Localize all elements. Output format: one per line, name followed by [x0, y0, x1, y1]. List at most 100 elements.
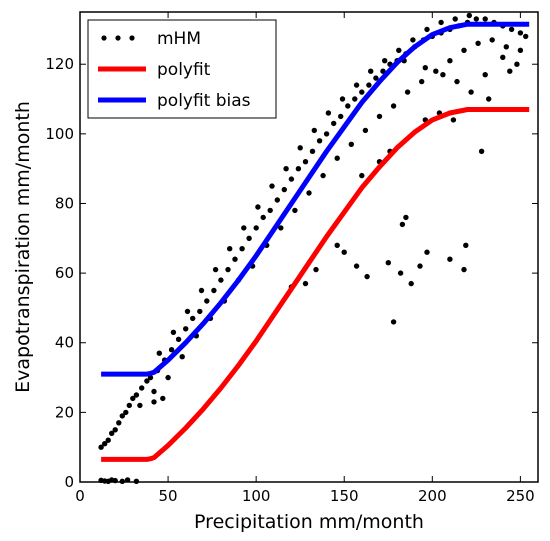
data-point [366, 82, 372, 88]
data-point [419, 78, 425, 85]
data-point [306, 190, 312, 196]
data-point [390, 319, 397, 325]
data-point [408, 280, 414, 287]
data-point [139, 385, 145, 391]
data-point [341, 249, 347, 255]
data-point [339, 96, 346, 102]
data-point [397, 270, 404, 276]
data-point [184, 308, 191, 315]
data-point [295, 166, 302, 172]
data-point [334, 155, 340, 161]
data-point [368, 68, 374, 74]
data-point [331, 120, 337, 127]
legend-item-polyfit: polyfit [98, 60, 211, 80]
data-point [323, 131, 330, 137]
data-point [179, 354, 185, 360]
x-tick-label: 200 [418, 487, 447, 505]
legend-item-polyfit-bias: polyfit bias [98, 91, 251, 111]
data-point [380, 68, 386, 74]
data-point [274, 197, 280, 203]
data-point [364, 273, 370, 280]
data-point [422, 65, 428, 71]
data-point [241, 225, 247, 231]
data-point [124, 477, 131, 483]
data-point [338, 113, 344, 120]
data-point [283, 166, 289, 172]
data-point [302, 280, 309, 287]
data-point [232, 256, 238, 262]
data-point [151, 388, 157, 395]
data-point [438, 19, 444, 26]
data-point [507, 68, 513, 74]
data-point [156, 350, 162, 356]
data-point [424, 249, 430, 255]
legend-marker-mhm [115, 35, 121, 41]
data-point [170, 329, 177, 335]
data-point [302, 159, 309, 165]
data-point [325, 110, 332, 116]
data-point [292, 207, 298, 214]
data-point [353, 82, 360, 88]
data-point [503, 44, 509, 50]
data-point [517, 30, 524, 36]
y-tick-label: 40 [55, 334, 74, 352]
data-point [385, 260, 391, 266]
y-tick-label: 80 [55, 194, 74, 212]
data-point [281, 186, 287, 193]
data-point [447, 256, 453, 262]
data-point [424, 26, 430, 33]
data-point [404, 89, 411, 95]
data-point [334, 242, 340, 248]
data-point [468, 89, 474, 95]
y-axis: 0 20 40 60 80 100 120 [45, 55, 538, 491]
x-tick-label: 150 [330, 487, 359, 505]
data-point [466, 12, 472, 19]
y-tick-label: 20 [55, 403, 74, 421]
data-point [447, 58, 453, 64]
data-point [269, 183, 275, 189]
data-point [320, 172, 326, 179]
data-point [197, 308, 203, 315]
legend-label-mhm: mHM [157, 29, 201, 49]
legend-label-polyfit-bias: polyfit bias [157, 91, 251, 111]
data-point [352, 96, 358, 102]
x-tick-label: 100 [242, 487, 271, 505]
data-point [288, 176, 295, 182]
data-point [482, 72, 488, 78]
data-point [168, 347, 175, 353]
data-point [433, 68, 439, 74]
data-point [105, 437, 111, 443]
data-point [212, 266, 219, 273]
data-point [362, 127, 369, 134]
y-axis-label: Evapotranspiration mm/month [12, 101, 34, 393]
legend: mHM polyfit polyfit bias [87, 19, 277, 119]
data-point [508, 26, 515, 33]
data-point [255, 204, 261, 210]
series-line-polyfit-bias [101, 21, 530, 377]
data-point [382, 58, 388, 64]
data-point [147, 374, 154, 381]
data-point [278, 225, 284, 231]
data-point [523, 33, 529, 40]
data-point [311, 127, 317, 134]
data-point [500, 54, 506, 60]
data-point [399, 221, 406, 228]
data-point [359, 89, 365, 95]
data-point [126, 402, 132, 409]
x-tick-label: 250 [506, 487, 535, 505]
data-point [225, 266, 231, 273]
data-point [373, 75, 379, 81]
data-point [267, 207, 273, 214]
data-point [175, 336, 182, 342]
data-point [253, 225, 259, 231]
data-point [297, 145, 303, 151]
data-point [313, 266, 319, 273]
data-point [517, 47, 524, 53]
data-point [452, 16, 458, 22]
plot-frame [79, 11, 539, 483]
data-point [198, 287, 205, 294]
x-axis: 0 50 100 150 200 250 [75, 12, 535, 505]
data-point [116, 420, 122, 426]
data-point [463, 242, 469, 248]
